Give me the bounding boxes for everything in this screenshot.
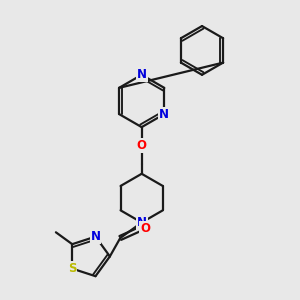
Text: O: O [140, 222, 150, 235]
Text: N: N [91, 230, 100, 243]
Text: N: N [137, 68, 147, 81]
Text: O: O [137, 139, 147, 152]
Text: N: N [159, 107, 169, 121]
Text: N: N [137, 216, 147, 229]
Text: S: S [68, 262, 76, 275]
